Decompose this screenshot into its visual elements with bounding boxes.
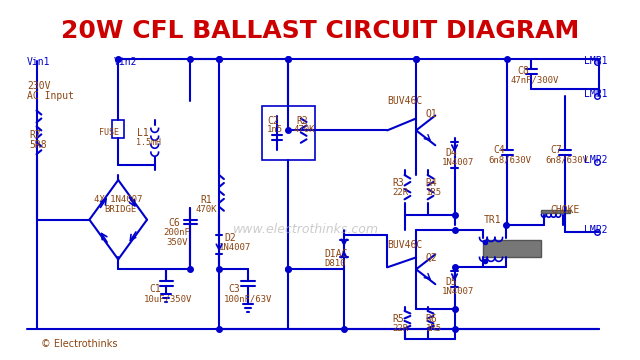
- Text: LMP2: LMP2: [584, 155, 608, 165]
- Text: 10uF/350V: 10uF/350V: [144, 294, 193, 303]
- Text: 5R8: 5R8: [30, 140, 47, 150]
- Text: 1.5mH: 1.5mH: [136, 138, 161, 147]
- Text: 100nF/63V: 100nF/63V: [224, 294, 272, 303]
- Bar: [483, 239, 541, 257]
- Bar: [113, 121, 124, 138]
- Text: 47nF/300V: 47nF/300V: [510, 76, 559, 85]
- Text: R7: R7: [30, 130, 42, 140]
- Text: C1: C1: [149, 284, 161, 294]
- Text: 22R: 22R: [392, 324, 408, 333]
- Text: 22R: 22R: [392, 188, 408, 197]
- Text: 1n5: 1n5: [267, 125, 284, 134]
- Bar: [541, 210, 570, 213]
- Text: DIAC: DIAC: [325, 249, 348, 260]
- Text: R1: R1: [200, 195, 212, 205]
- Text: L1: L1: [138, 129, 149, 138]
- Text: 4X 1N4007: 4X 1N4007: [94, 195, 143, 204]
- Text: Q2: Q2: [426, 252, 438, 262]
- Text: Vin2: Vin2: [113, 57, 137, 67]
- Text: D4: D4: [445, 148, 457, 158]
- Text: R5: R5: [392, 314, 404, 324]
- Text: BUV46C: BUV46C: [387, 239, 422, 249]
- Bar: [262, 105, 315, 160]
- Text: R6: R6: [426, 314, 438, 324]
- Text: D810: D810: [325, 260, 346, 269]
- Text: C3: C3: [228, 284, 241, 294]
- Text: 1N4007: 1N4007: [442, 287, 474, 296]
- Text: 20W CFL BALLAST CIRCUIT DIAGRAM: 20W CFL BALLAST CIRCUIT DIAGRAM: [61, 19, 579, 43]
- Text: C8: C8: [517, 66, 529, 76]
- Text: C2: C2: [267, 116, 279, 126]
- Text: LMP1: LMP1: [584, 89, 608, 99]
- Text: www.electrothinks.com: www.electrothinks.com: [232, 223, 379, 236]
- Text: 6n8/630V: 6n8/630V: [488, 155, 531, 164]
- Text: 470K: 470K: [195, 205, 216, 214]
- Text: C7: C7: [550, 145, 563, 155]
- Text: 1N4007: 1N4007: [442, 158, 474, 167]
- Text: CHOKE: CHOKE: [550, 205, 580, 215]
- Text: FUSE: FUSE: [99, 129, 119, 138]
- Text: 1R5: 1R5: [426, 188, 442, 197]
- Text: 1R5: 1R5: [426, 324, 442, 333]
- Text: 230V: 230V: [27, 81, 51, 91]
- Text: R3: R3: [392, 178, 404, 188]
- Text: LMP2: LMP2: [584, 225, 608, 235]
- Text: © Electrothinks: © Electrothinks: [42, 339, 118, 349]
- Text: 1N4007: 1N4007: [219, 243, 252, 252]
- Text: BRIDGE: BRIDGE: [104, 205, 136, 214]
- Text: LMP1: LMP1: [584, 56, 608, 66]
- Text: C6: C6: [168, 218, 180, 228]
- Text: AC Input: AC Input: [27, 91, 74, 101]
- Text: R2: R2: [296, 116, 308, 126]
- Text: R4: R4: [426, 178, 438, 188]
- Text: C4: C4: [493, 145, 505, 155]
- Text: TR1: TR1: [483, 215, 501, 225]
- Text: D2: D2: [224, 233, 236, 243]
- Text: 350V: 350V: [166, 238, 188, 247]
- Text: Q1: Q1: [426, 109, 438, 118]
- Text: BUV46C: BUV46C: [387, 96, 422, 105]
- Text: 470K: 470K: [293, 125, 315, 134]
- Text: D5: D5: [445, 277, 457, 287]
- Text: 6n8/630V: 6n8/630V: [546, 155, 589, 164]
- Text: Vin1: Vin1: [27, 57, 51, 67]
- Text: 200nF: 200nF: [163, 228, 190, 237]
